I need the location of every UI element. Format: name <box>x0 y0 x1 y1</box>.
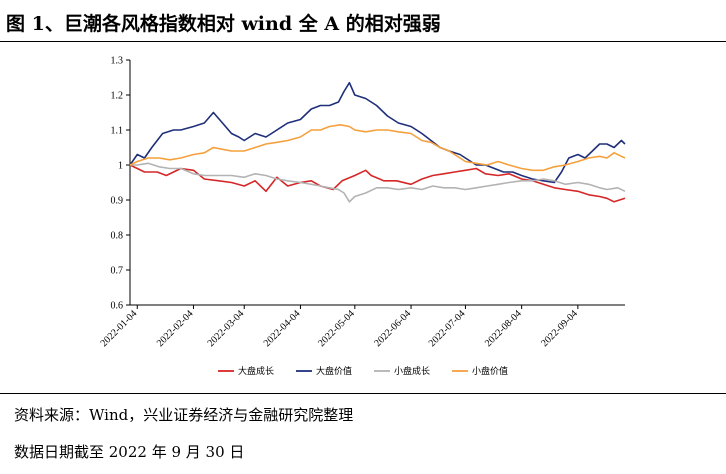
x-tick-label: 2022-01-04 <box>99 308 140 349</box>
series-line <box>129 124 626 172</box>
series-line <box>129 164 626 203</box>
x-tick-label: 2022-05-04 <box>316 308 357 349</box>
chart-legend: 大盘成长 大盘价值 小盘成长 小盘价值 <box>218 365 508 377</box>
legend-label: 小盘成长 <box>394 365 430 377</box>
legend-label: 小盘价值 <box>472 365 508 377</box>
y-tick-label: 0.7 <box>111 266 124 277</box>
x-tick-label: 2022-02-04 <box>155 308 196 349</box>
y-tick-label: 1.3 <box>111 56 124 67</box>
chart-axes: 0.6 0.7 0.8 0.9 1 1.1 1.2 1.3 2022-01-04 2022-02-… <box>99 56 625 349</box>
x-tick-label: 2022-04-04 <box>262 308 303 349</box>
series-line <box>130 162 626 203</box>
chart-title: 图 1、巨潮各风格指数相对 wind 全 A 的相对强弱 <box>6 13 441 35</box>
x-tick-label: 2022-03-04 <box>206 308 247 349</box>
y-tick-label: 1.2 <box>111 91 124 102</box>
x-tick-label: 2022-06-04 <box>372 308 413 349</box>
legend-label: 大盘成长 <box>238 365 274 377</box>
y-tick-label: 0.6 <box>111 301 124 312</box>
y-tick-label: 0.9 <box>111 196 124 207</box>
x-tick-label: 2022-09-04 <box>539 308 580 349</box>
chart-series-layer <box>129 81 626 203</box>
date-note: 数据日期截至 2022 年 9 月 30 日 <box>14 443 245 461</box>
source-note: 资料来源：Wind，兴业证券经济与金融研究院整理 <box>14 406 354 424</box>
x-tick-label: 2022-07-04 <box>427 308 468 349</box>
series-line <box>129 81 626 184</box>
y-tick-label: 1.1 <box>111 126 124 137</box>
footer: 资料来源：Wind，兴业证券经济与金融研究院整理 数据日期截至 2022 年 9… <box>0 393 726 474</box>
x-tick-label: 2022-08-04 <box>483 308 524 349</box>
legend-label: 大盘价值 <box>316 365 352 377</box>
y-tick-label: 0.8 <box>111 231 124 242</box>
y-tick-label: 1 <box>118 161 123 172</box>
line-chart: 0.6 0.7 0.8 0.9 1 1.1 1.2 1.3 2022-01-04 2022-02-… <box>99 56 626 377</box>
title-bar: 图 1、巨潮各风格指数相对 wind 全 A 的相对强弱 <box>0 0 726 42</box>
